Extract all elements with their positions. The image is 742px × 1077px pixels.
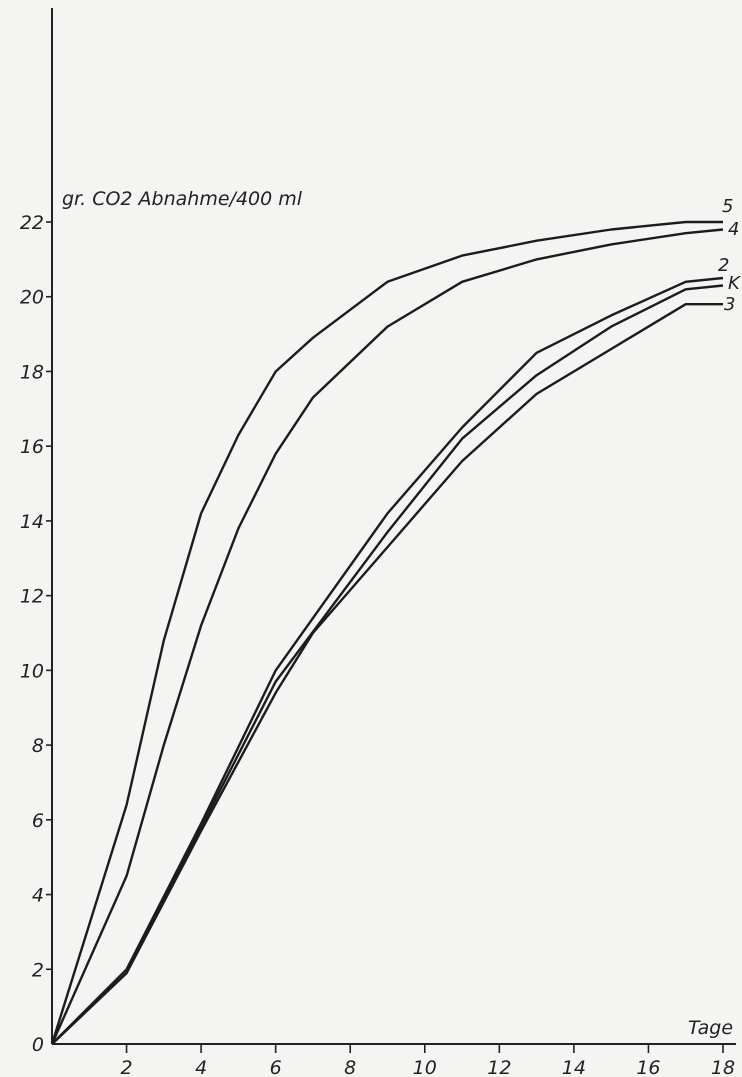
x-tick-label-4: 4 (195, 1057, 207, 1077)
series-line-2 (51, 276, 724, 1045)
series-label-K: K (728, 273, 741, 294)
series-label-4: 4 (728, 219, 739, 240)
axis-tick-labels: 2 4 6 8 10 12 14 16 18 0 2 4 6 8 10 12 14 16 18 20 22 (20, 212, 735, 1077)
y-tick-label-0: 0 (32, 1034, 44, 1056)
x-tick-label-2: 2 (121, 1057, 133, 1077)
y-tick-label-6: 6 (32, 810, 44, 832)
x-tick-label-12: 12 (487, 1057, 511, 1077)
x-tick-label-18: 18 (711, 1057, 735, 1077)
y-tick-label-14: 14 (20, 511, 44, 533)
y-tick-label-16: 16 (20, 436, 44, 458)
x-tick-label-10: 10 (413, 1057, 437, 1077)
x-tick-label-14: 14 (562, 1057, 586, 1077)
series-line-3 (51, 303, 723, 1045)
x-tick-label-16: 16 (636, 1057, 660, 1077)
series-line-K (51, 284, 724, 1045)
series-label-2: 2 (718, 255, 729, 276)
series-line-5 (50, 220, 723, 1045)
data-series (50, 220, 724, 1045)
y-tick-label-20: 20 (20, 287, 44, 309)
y-axis-title: gr. CO2 Abnahme/400 ml (62, 188, 303, 210)
x-axis-title: Tage (688, 1017, 733, 1039)
y-tick-label-10: 10 (20, 660, 44, 682)
series-labels: 54 2K3 (718, 196, 741, 315)
y-tick-label-22: 22 (20, 212, 44, 234)
series-line-4 (50, 228, 724, 1045)
x-tick-label-8: 8 (344, 1057, 356, 1077)
y-tick-label-18: 18 (20, 361, 44, 383)
y-tick-label-12: 12 (20, 586, 44, 608)
series-label-5: 5 (722, 196, 733, 217)
x-tick-label-6: 6 (270, 1057, 282, 1077)
y-tick-label-8: 8 (32, 735, 44, 757)
series-label-3: 3 (724, 294, 735, 315)
y-tick-label-4: 4 (32, 885, 44, 907)
axis-ticks (46, 221, 724, 1053)
y-tick-label-2: 2 (32, 959, 44, 981)
